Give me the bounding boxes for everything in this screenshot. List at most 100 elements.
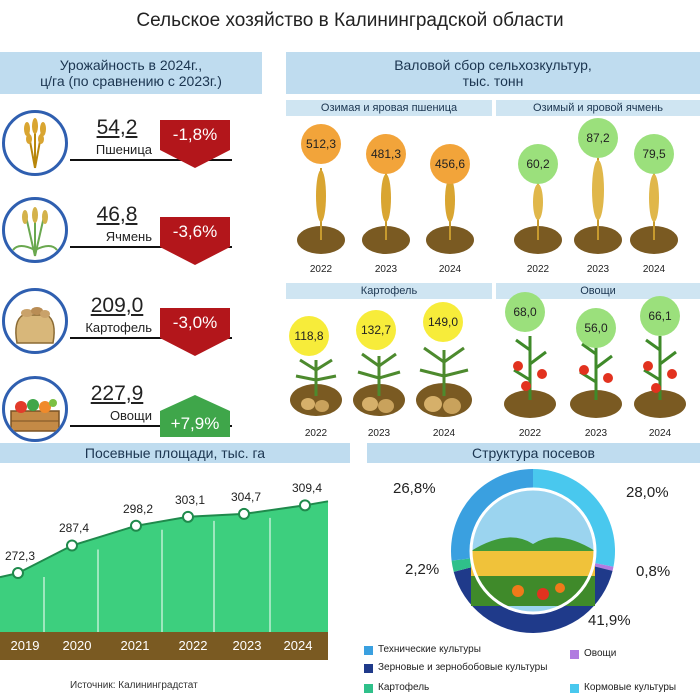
tomato-plant-icon	[504, 336, 686, 418]
area-year-label: 2021	[120, 638, 150, 653]
area-value-label: 309,4	[291, 481, 323, 496]
gross-value-bubble: 68,0	[505, 292, 545, 332]
hills-icon	[471, 537, 595, 551]
barley-icon	[2, 197, 68, 263]
year-label: 2023	[584, 428, 608, 439]
area-value-label: 272,3	[4, 549, 36, 564]
area-point	[238, 507, 250, 520]
year-label: 2023	[586, 264, 610, 275]
wheat-icon	[2, 110, 68, 176]
legend-label: Технические культуры	[378, 644, 481, 655]
gross-value-bubble: 87,2	[578, 118, 618, 158]
year-label: 2022	[304, 428, 328, 439]
crop-illustrations-bottom	[290, 336, 686, 418]
yield-change-badge: -3,6%	[160, 217, 230, 247]
legend-label: Зерновые и зернобобовые культуры	[378, 662, 548, 673]
area-point	[299, 499, 311, 512]
gross-value-bubble: 118,8	[289, 316, 329, 356]
gross-value-bubble: 456,6	[430, 144, 470, 184]
divider	[70, 159, 232, 161]
up-arrow-icon	[160, 395, 230, 411]
pie-label: 28,0%	[626, 484, 669, 501]
yield-name: Овощи	[109, 408, 152, 423]
gross-value-bubble: 60,2	[518, 144, 558, 184]
area-value-label: 304,7	[230, 489, 262, 504]
group-title-wheat: Озимая и яровая пшеница	[286, 100, 492, 116]
area-value-label: 287,4	[58, 521, 90, 536]
area-fill	[0, 501, 328, 632]
page-title: Сельское хозяйство в Калининградской обл…	[136, 10, 564, 31]
yield-banner: Урожайность в 2024г., ц/га (по сравнению…	[0, 52, 262, 94]
area-value-label: 303,1	[174, 492, 206, 507]
crop-illustrations-top	[297, 158, 678, 254]
legend-swatch	[570, 684, 579, 693]
yield-banner-line2: ц/га (по сравнению с 2023г.)	[40, 73, 222, 89]
gross-value-bubble: 66,1	[640, 296, 680, 336]
area-year-label: 2023	[232, 638, 262, 653]
yield-row-vegetables: 227,9 Овощи +7,9%	[0, 372, 262, 450]
yield-name: Ячмень	[105, 229, 152, 244]
area-point	[12, 567, 24, 580]
yield-row-wheat: 54,2 Пшеница -1,8%	[0, 106, 262, 184]
area-point	[130, 519, 142, 532]
legend-label: Картофель	[378, 682, 430, 693]
year-label: 2022	[526, 264, 550, 275]
yield-value: 227,9	[90, 382, 144, 405]
gross-value-bubble: 481,3	[366, 134, 406, 174]
year-label: 2024	[642, 264, 666, 275]
yield-change-badge: -1,8%	[160, 120, 230, 150]
yield-value: 209,0	[90, 294, 144, 317]
year-label: 2024	[648, 428, 672, 439]
pie-label: 0,8%	[636, 563, 671, 580]
sown-area-banner: Посевные площади, тыс. га	[0, 443, 350, 463]
years-bar	[0, 632, 328, 660]
sown-area-chart	[0, 499, 329, 632]
down-arrow-icon	[160, 150, 230, 168]
gross-banner-line1: Валовой сбор сельхозкультур,	[394, 57, 592, 73]
down-arrow-icon	[160, 247, 230, 265]
pie-legend: Технические культуры Зерновые и зернобоб…	[362, 644, 700, 698]
area-point	[182, 510, 194, 523]
wheat-ear-icon	[297, 168, 474, 254]
group-title-potato: Картофель	[286, 283, 492, 299]
yield-row-potato: 209,0 Картофель -3,0%	[0, 284, 262, 362]
yield-value: 54,2	[96, 116, 138, 139]
gross-banner-line2: тыс. тонн	[462, 73, 524, 89]
yield-banner-line1: Урожайность в 2024г.,	[59, 57, 203, 73]
legend-swatch	[364, 646, 373, 655]
source-note: Источник: Калининградстат	[70, 680, 198, 691]
yield-change-badge: -3,0%	[160, 308, 230, 338]
gross-value-bubble: 132,7	[356, 310, 396, 350]
yield-change-badge: +7,9%	[160, 411, 230, 437]
structure-banner: Структура посевов	[367, 443, 700, 463]
potato-plant-icon	[290, 346, 472, 417]
group-title-barley: Озимый и яровой ячмень	[496, 100, 700, 116]
potato-sack-icon	[2, 288, 68, 354]
legend-swatch	[364, 684, 373, 693]
gross-value-bubble: 512,3	[301, 124, 341, 164]
area-year-label: 2022	[178, 638, 208, 653]
legend-swatch	[364, 664, 373, 673]
gross-value-bubble: 56,0	[576, 308, 616, 348]
yield-name: Пшеница	[95, 142, 152, 157]
area-year-label: 2019	[10, 638, 40, 653]
area-value-label: 298,2	[122, 501, 154, 516]
pie-label: 2,2%	[405, 561, 440, 578]
year-label: 2022	[518, 428, 542, 439]
gross-value-bubble: 149,0	[423, 302, 463, 342]
area-year-label: 2024	[283, 638, 313, 653]
divider	[70, 246, 232, 248]
pie-label: 26,8%	[393, 480, 436, 497]
area-line	[0, 500, 329, 579]
barley-ear-icon	[514, 158, 678, 254]
legend-label: Овощи	[584, 648, 617, 659]
legend-swatch	[570, 650, 579, 659]
area-year-label: 2020	[62, 638, 92, 653]
pie-label: 41,9%	[588, 612, 631, 629]
year-label: 2023	[374, 264, 398, 275]
yield-value: 46,8	[96, 203, 138, 226]
group-title-vegetables: Овощи	[496, 283, 700, 299]
divider	[70, 425, 232, 427]
year-label: 2024	[432, 428, 456, 439]
vegetable-crate-icon	[2, 376, 68, 442]
